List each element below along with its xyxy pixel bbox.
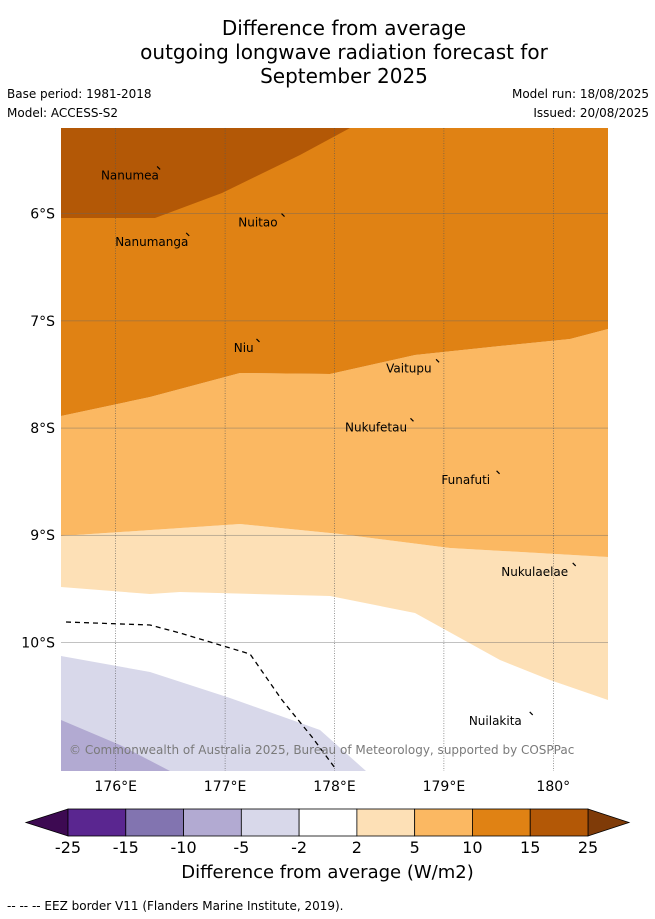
graticule xyxy=(61,128,608,771)
colorbar-swatch xyxy=(356,808,416,837)
lat-tick-label: 10°S xyxy=(21,635,55,651)
colorbar-tick-label: -15 xyxy=(113,838,139,857)
colorbar-swatch xyxy=(472,808,531,837)
colorbar-tick-label: -25 xyxy=(55,838,81,857)
band-minus5-to-minus2 xyxy=(61,656,366,771)
lon-tick-label: 177°E xyxy=(204,779,247,795)
colorbar-swatch xyxy=(298,808,358,837)
footer-note: -- -- -- EEZ border V11 (Flanders Marine… xyxy=(7,899,344,913)
island-mark xyxy=(572,562,577,567)
colorbar-tick-label: 25 xyxy=(578,838,598,857)
island-mark xyxy=(529,711,534,716)
colorbar-tick-label: 2 xyxy=(352,838,362,857)
colorbar-tick-label: 5 xyxy=(410,838,420,857)
island-mark xyxy=(185,232,190,237)
model-name: Model: ACCESS-S2 xyxy=(7,106,119,120)
base-period: Base period: 1981-2018 xyxy=(7,87,152,101)
place-label: Nanumea xyxy=(101,168,159,182)
band-15-to-25 xyxy=(61,128,350,218)
colorbar-swatch xyxy=(183,808,242,837)
place-label: Nanumanga xyxy=(115,235,188,249)
colorbar: -25 -15 -10 -5 -2 2 5 10 15 25 xyxy=(24,808,631,857)
lon-tick-label: 178°E xyxy=(313,779,356,795)
lat-tick-label: 6°S xyxy=(30,207,55,223)
place-label: Nuitao xyxy=(238,216,277,230)
colorbar-tick-label: -2 xyxy=(291,838,307,857)
lon-tick-label: 179°E xyxy=(423,779,466,795)
colorbar-tick-label: 15 xyxy=(520,838,540,857)
island-mark xyxy=(496,470,501,475)
eez-border-line xyxy=(65,621,336,769)
colorbar-tick-label: 10 xyxy=(462,838,482,857)
band-2-to-5 xyxy=(61,524,608,700)
place-label: Vaitupu xyxy=(386,361,432,375)
model-run: Model run: 18/08/2025 xyxy=(511,87,649,101)
colorbar-swatch xyxy=(67,808,127,837)
island-mark xyxy=(410,417,414,422)
colorbar-tick-label: -10 xyxy=(170,838,196,857)
colorbar-over-arrow xyxy=(587,808,631,837)
colorbar-under-arrow xyxy=(24,808,69,837)
colorbar-swatch xyxy=(414,808,473,837)
place-label: Funafuti xyxy=(441,473,490,487)
colorbar-swatch xyxy=(529,808,589,837)
lon-tick-label: 180° xyxy=(536,779,570,795)
colorbar-swatch xyxy=(240,808,300,837)
place-label: Niu xyxy=(234,341,254,355)
title-line-3: September 2025 xyxy=(260,64,428,88)
place-label: Nuilakita xyxy=(469,714,522,728)
lat-tick-label: 7°S xyxy=(30,314,55,330)
lon-tick-label: 176°E xyxy=(94,779,137,795)
island-mark xyxy=(435,358,440,363)
island-mark xyxy=(156,166,161,170)
copyright-notice: © Commonwealth of Australia 2025, Bureau… xyxy=(69,743,574,757)
lat-tick-label: 8°S xyxy=(30,421,55,437)
place-label: Nukufetau xyxy=(345,420,407,434)
anomaly-contours xyxy=(61,128,608,771)
title-line-2: outgoing longwave radiation forecast for xyxy=(140,40,548,64)
place-label: Nukulaelae xyxy=(501,565,568,579)
place-labels: Nanumea Nuitao Nanumanga Niu Vaitupu Nukufeta… xyxy=(101,166,577,728)
lat-tick-label: 9°S xyxy=(30,528,55,544)
issued-date: Issued: 20/08/2025 xyxy=(533,106,649,120)
title-line-1: Difference from average xyxy=(221,16,467,40)
colorbar-label: Difference from average (W/m2) xyxy=(181,862,474,883)
colorbar-swatch xyxy=(125,808,184,837)
eez-border xyxy=(65,621,336,769)
island-mark xyxy=(256,338,260,343)
chart-title: Difference from average outgoing longwav… xyxy=(0,16,655,88)
colorbar-tick-label: -5 xyxy=(233,838,249,857)
island-mark xyxy=(281,213,285,218)
map-axes: 6°S 7°S 8°S 9°S 10°S 176°E 177°E 178°E 179°E 180° xyxy=(21,207,570,795)
